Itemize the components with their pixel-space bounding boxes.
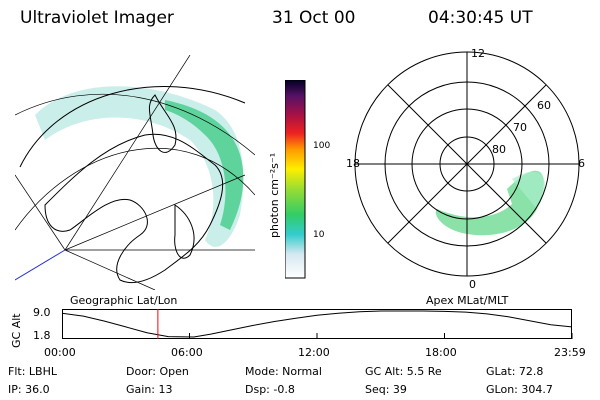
time-tick-1: 06:00	[171, 346, 203, 359]
app-title: Ultraviolet Imager	[20, 8, 174, 28]
aurora-emission-geo	[35, 86, 244, 247]
geographic-label: Geographic Lat/Lon	[70, 294, 178, 307]
time-tick-2: 12:00	[298, 346, 330, 359]
header-time: 04:30:45 UT	[428, 8, 533, 28]
status-flt: Flt: LBHL	[8, 365, 57, 378]
earth-limb	[19, 85, 246, 168]
colorbar-unit-label: photon cm⁻²s⁻¹	[268, 152, 281, 238]
status-gcalt: GC Alt: 5.5 Re	[365, 365, 442, 378]
header-date: 31 Oct 00	[272, 8, 356, 28]
altitude-curve	[62, 310, 572, 338]
mlt-label-18: 18	[346, 157, 360, 170]
terminator-line	[15, 249, 66, 281]
polar-plot	[354, 51, 580, 277]
coastline	[44, 133, 224, 283]
time-tick-3: 18:00	[425, 346, 457, 359]
status-glat: GLat: 72.8	[486, 365, 544, 378]
mlt-label-0: 0	[469, 278, 476, 291]
altitude-tick-low: 1.8	[33, 329, 51, 342]
colorbar	[285, 80, 306, 279]
status-door: Door: Open	[126, 365, 189, 378]
colorbar-tick-10: 10	[313, 230, 325, 240]
lat-label-70: 70	[513, 121, 527, 134]
mlt-label-12: 12	[471, 47, 485, 60]
geographic-map	[15, 55, 255, 290]
altitude-axis-label: GC Alt	[10, 313, 23, 348]
altitude-plot	[62, 309, 573, 339]
geo-grid	[15, 55, 255, 290]
lat-label-60: 60	[537, 99, 551, 112]
status-dsp: Dsp: -0.8	[245, 383, 295, 396]
mlt-label-6: 6	[578, 157, 585, 170]
time-tick-4: 23:59	[554, 346, 586, 359]
altitude-tick-high: 9.0	[33, 306, 51, 319]
apex-label: Apex MLat/MLT	[426, 294, 509, 307]
status-glon: GLon: 304.7	[486, 383, 553, 396]
lat-label-80: 80	[492, 143, 506, 156]
status-seq: Seq: 39	[365, 383, 407, 396]
time-tick-0: 00:00	[44, 346, 76, 359]
status-gain: Gain: 13	[126, 383, 173, 396]
colorbar-tick-100: 100	[313, 141, 331, 151]
status-mode: Mode: Normal	[245, 365, 322, 378]
status-ip: IP: 36.0	[8, 383, 50, 396]
